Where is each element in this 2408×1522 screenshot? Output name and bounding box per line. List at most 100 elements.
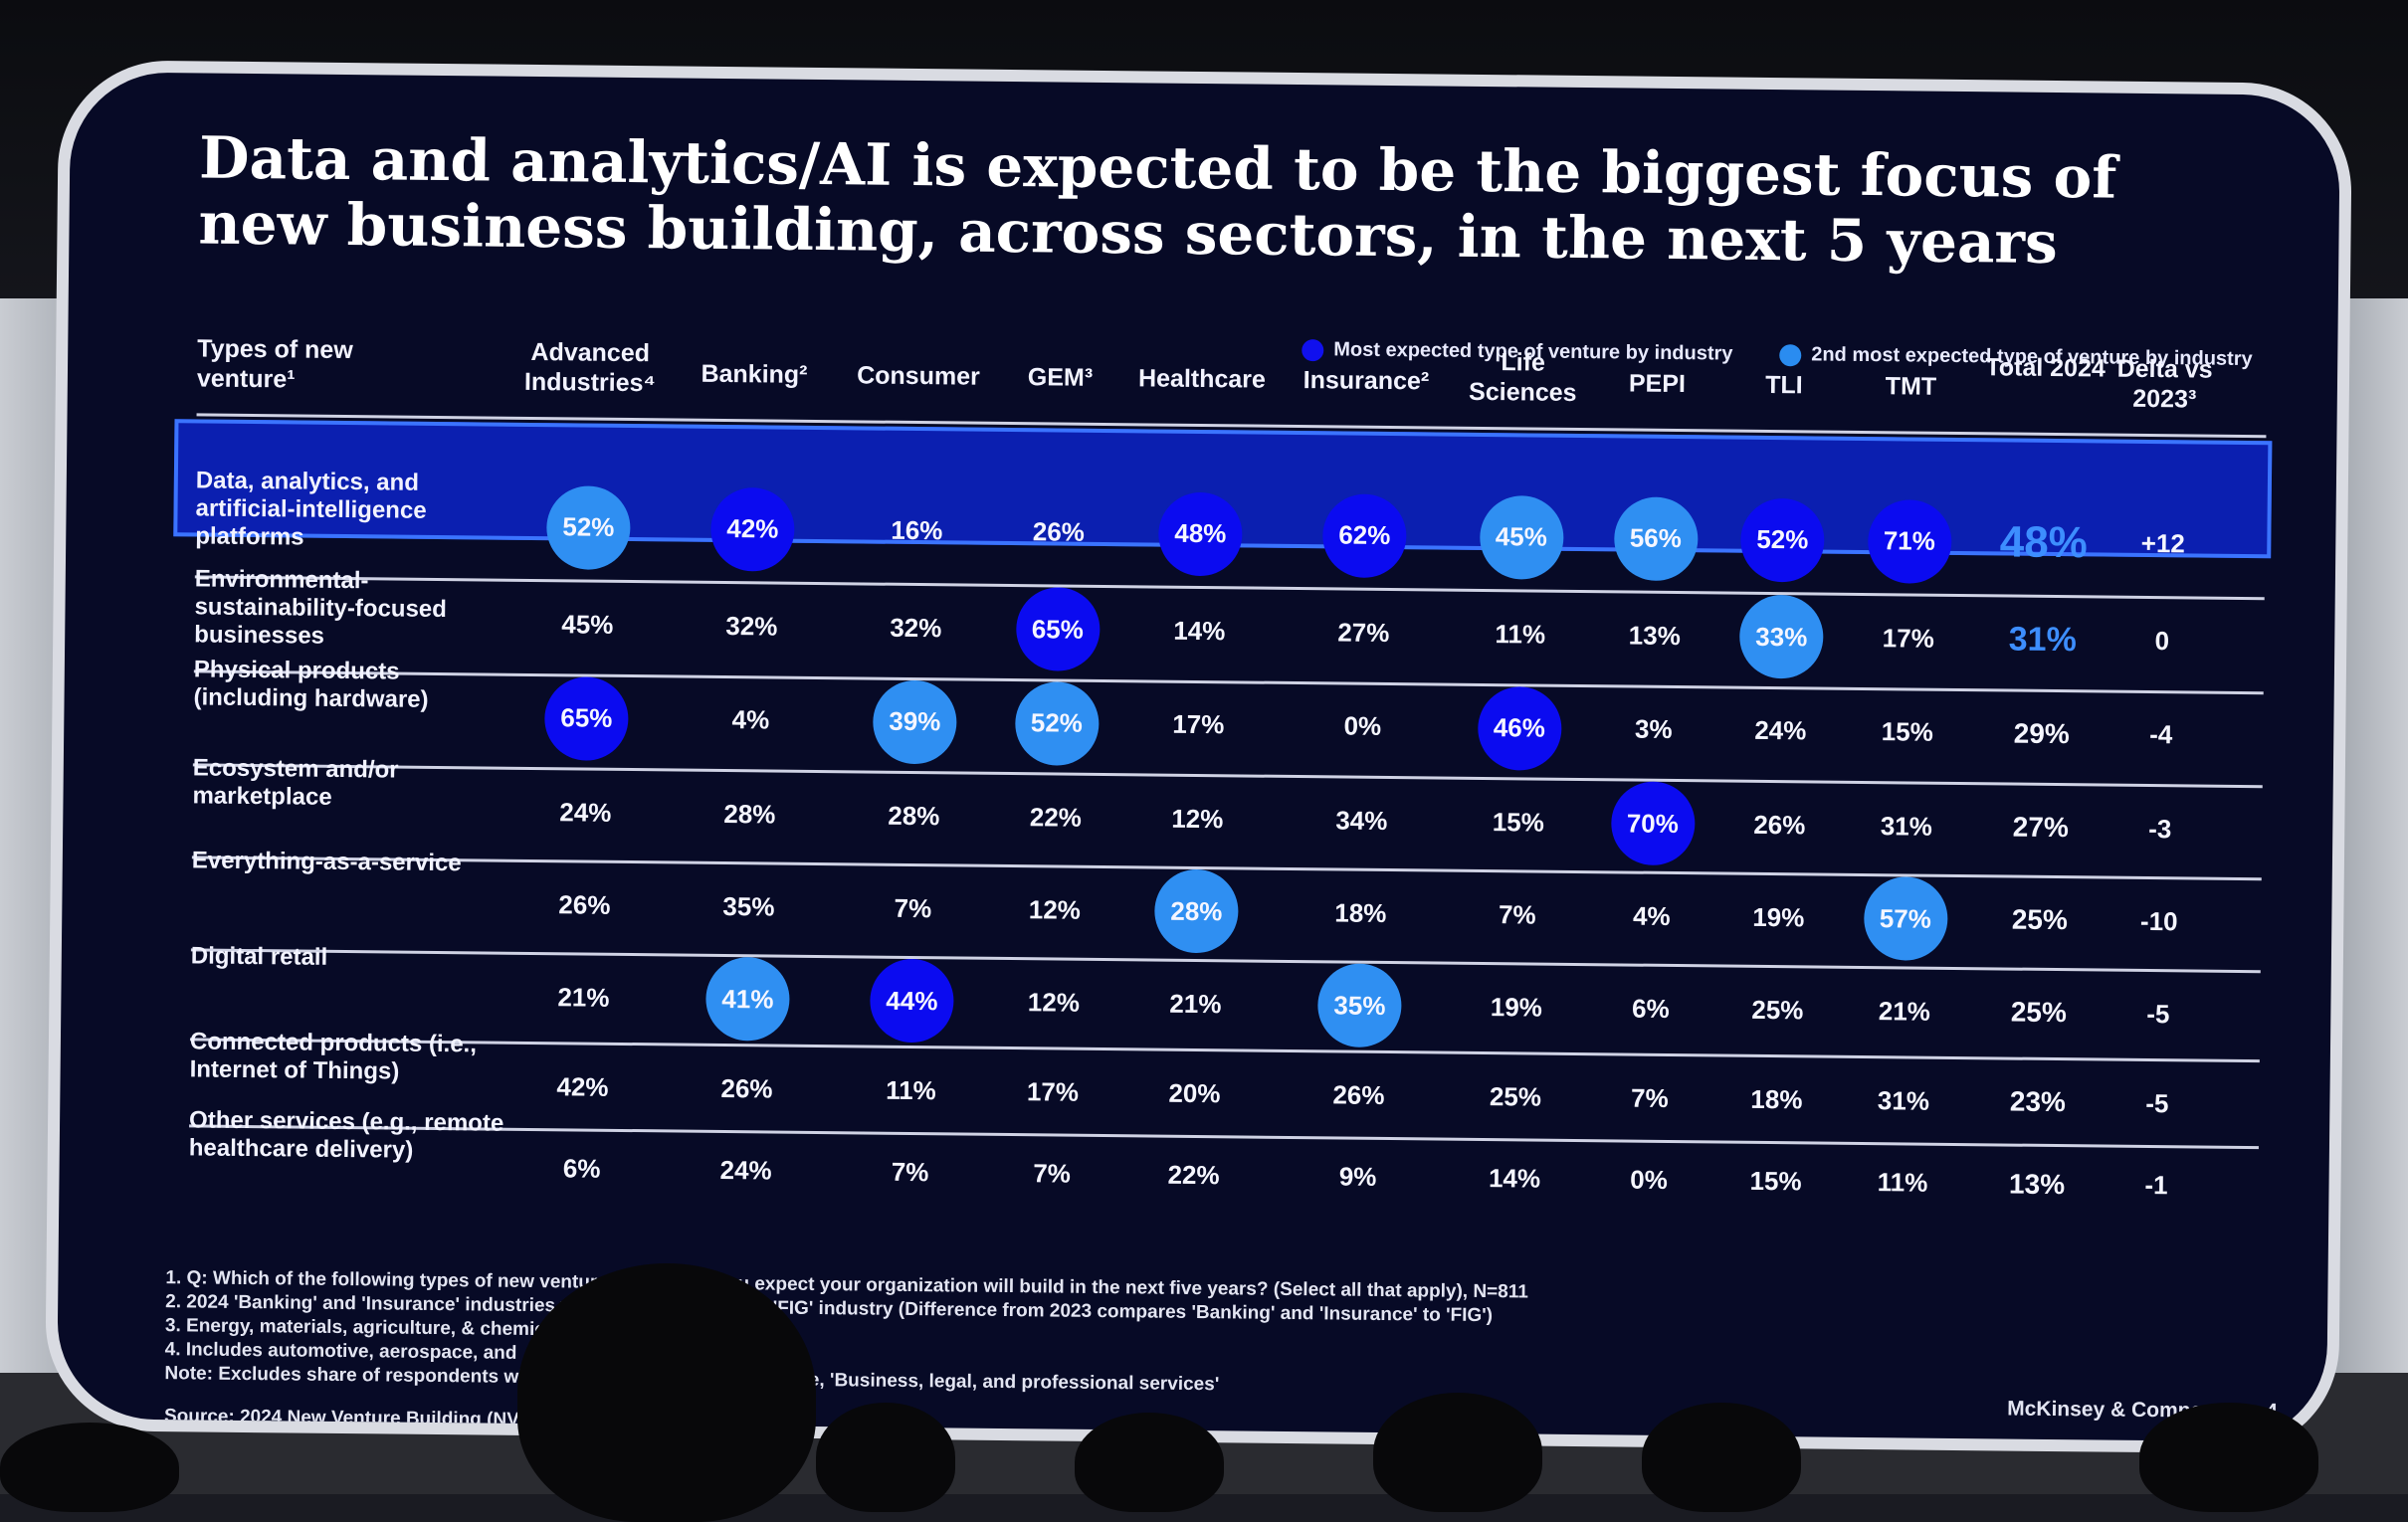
table-cell: 34% — [1306, 780, 1417, 860]
delta-cell: -3 — [2105, 789, 2215, 869]
total-cell: 23% — [1982, 1061, 2093, 1142]
table-cell: 21% — [1140, 963, 1251, 1044]
table-cell: 14% — [1144, 590, 1255, 670]
table-cell: 7% — [1595, 1057, 1706, 1138]
cell-value: 52% — [1030, 707, 1084, 738]
cell-value: 26% — [1332, 1078, 1385, 1110]
table-cell: 16% — [862, 490, 972, 571]
table-cell: 18% — [1305, 872, 1416, 953]
audience-head — [517, 1263, 816, 1522]
cell-value: 28% — [723, 798, 776, 830]
cell-value: 42% — [726, 513, 779, 544]
table-cell: 15% — [1720, 1141, 1831, 1222]
table-cell: 62% — [1309, 495, 1420, 576]
table-cell: 28% — [1141, 870, 1252, 951]
cell-value: 31% — [2008, 620, 2078, 659]
table-cell: 28% — [695, 774, 805, 855]
cell-value: 15% — [1492, 806, 1545, 838]
cell-value: 6% — [562, 1153, 601, 1184]
cell-value: 65% — [1031, 613, 1085, 645]
table-cell: 33% — [1726, 597, 1837, 677]
cell-value: 21% — [1878, 995, 1931, 1027]
column-header: Delta vs 2023³ — [2116, 354, 2213, 414]
table-cell: 46% — [1464, 687, 1574, 768]
cell-value: 11% — [1877, 1167, 1928, 1198]
column-header: Consumer — [857, 361, 980, 391]
total-cell: 29% — [1986, 693, 2097, 774]
cell-value: 0 — [2154, 625, 2170, 656]
table-cell: 26% — [529, 864, 640, 945]
cell-value: 4% — [1632, 900, 1671, 931]
cell-value: 18% — [1334, 896, 1387, 928]
cell-value: 24% — [719, 1154, 772, 1186]
table-cell: 4% — [696, 679, 806, 760]
cell-value: 45% — [1495, 521, 1548, 552]
delta-cell: +12 — [2107, 503, 2218, 584]
table-cell: 12% — [999, 869, 1109, 950]
cell-value: 48% — [1174, 517, 1227, 549]
cell-value: 26% — [1753, 809, 1806, 840]
table-cell: 70% — [1597, 783, 1707, 863]
cell-value: 29% — [2013, 717, 2070, 749]
cell-value: 7% — [1498, 898, 1536, 930]
table-cell: 42% — [527, 1046, 638, 1127]
table-cell: 71% — [1854, 500, 1964, 581]
table-cell: 15% — [1852, 691, 1962, 772]
table-cell: 9% — [1303, 1137, 1413, 1218]
column-header: TLI — [1765, 370, 1803, 400]
table-cell: 19% — [1723, 877, 1834, 958]
table-cell: 41% — [693, 959, 803, 1040]
table-cell: 17% — [1853, 598, 1963, 678]
delta-cell: -1 — [2102, 1145, 2212, 1226]
cell-value: 4% — [731, 704, 770, 735]
delta-cell: 0 — [2107, 601, 2217, 681]
cell-value: -3 — [2148, 813, 2172, 844]
audience-head — [0, 1423, 179, 1512]
cell-value: 27% — [1337, 616, 1390, 648]
row-label: Connected products (i.e., Internet of Th… — [189, 1027, 478, 1085]
cell-value: 13% — [1628, 620, 1681, 651]
row-label: Everything-as-a-service — [191, 847, 462, 877]
cell-value: 28% — [888, 800, 940, 831]
table-cell: 20% — [1139, 1052, 1250, 1133]
total-cell: 25% — [1983, 972, 2094, 1052]
table-cell: 32% — [697, 586, 807, 666]
row-label: Environmental-sustainability-focused bus… — [194, 564, 448, 650]
cell-value: 21% — [557, 981, 610, 1013]
cell-value: 15% — [1881, 716, 1933, 747]
delta-cell: -5 — [2103, 974, 2213, 1054]
cell-value: 26% — [558, 888, 611, 920]
audience-head — [816, 1403, 955, 1512]
column-header: Advanced Industries⁴ — [523, 337, 656, 398]
cell-value: 27% — [2012, 811, 2069, 844]
cell-value: 33% — [1755, 621, 1808, 652]
table-cell: 17% — [1143, 684, 1254, 765]
cell-value: 22% — [1167, 1159, 1220, 1191]
cell-value: 7% — [891, 1156, 929, 1188]
table-cell: 7% — [855, 1132, 965, 1213]
cell-value: 31% — [1877, 1084, 1930, 1116]
cell-value: 14% — [1173, 615, 1226, 646]
cell-value: +12 — [2140, 527, 2186, 559]
table-cell: 27% — [1308, 592, 1419, 672]
row-label: Ecosystem and/or marketplace — [192, 754, 399, 811]
table-cell: 48% — [1145, 493, 1256, 574]
cell-value: 23% — [2009, 1085, 2067, 1118]
table-cell: 7% — [1462, 874, 1572, 955]
table-cell: 31% — [1851, 786, 1961, 866]
cell-value: 11% — [886, 1074, 936, 1105]
cell-value: 42% — [556, 1070, 609, 1102]
cell-value: 17% — [1172, 708, 1225, 740]
table-cell: 11% — [856, 1049, 966, 1130]
cell-value: 12% — [1171, 803, 1224, 834]
table-cell: 7% — [997, 1133, 1107, 1214]
table-cell: 11% — [1848, 1142, 1958, 1223]
column-header: TMT — [1885, 372, 1937, 401]
table-cell: 25% — [1461, 1056, 1571, 1137]
cell-value: 45% — [561, 608, 614, 640]
table-cell: 56% — [1600, 498, 1710, 579]
cell-value: 31% — [1880, 810, 1932, 842]
cell-value: 15% — [1749, 1165, 1802, 1197]
cell-value: 62% — [1338, 519, 1391, 551]
cell-value: 25% — [1751, 994, 1804, 1025]
